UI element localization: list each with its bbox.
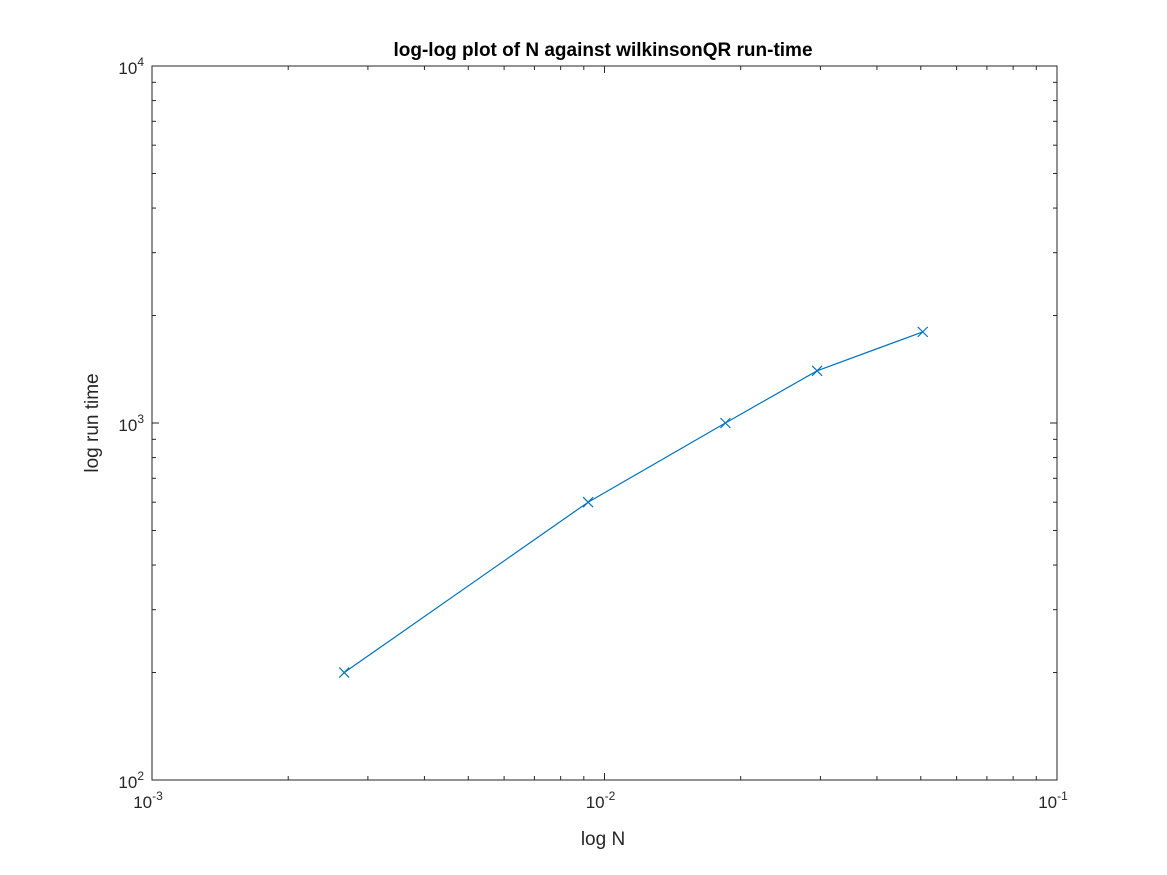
x-tick-label: 10-2 xyxy=(586,789,616,812)
data-point-marker xyxy=(719,417,731,429)
data-point-marker xyxy=(917,326,929,338)
axes-box xyxy=(151,65,1058,781)
chart-title: log-log plot of N against wilkinsonQR ru… xyxy=(393,40,812,61)
y-tick-label: 102 xyxy=(118,769,144,792)
x-axis-label: log N xyxy=(581,829,625,850)
y-axis-label: log run time xyxy=(82,373,103,472)
y-tick-label: 104 xyxy=(118,55,144,78)
data-point-marker xyxy=(811,365,823,377)
x-tick-label: 10-1 xyxy=(1038,789,1068,812)
data-point-marker xyxy=(338,667,350,678)
data-point-marker xyxy=(582,496,594,508)
plot-area: 10-3 10-2 10-1 102 103 104 xyxy=(118,55,1068,812)
x-tick-label: 10-3 xyxy=(133,789,163,812)
y-tick-label: 103 xyxy=(118,412,144,435)
